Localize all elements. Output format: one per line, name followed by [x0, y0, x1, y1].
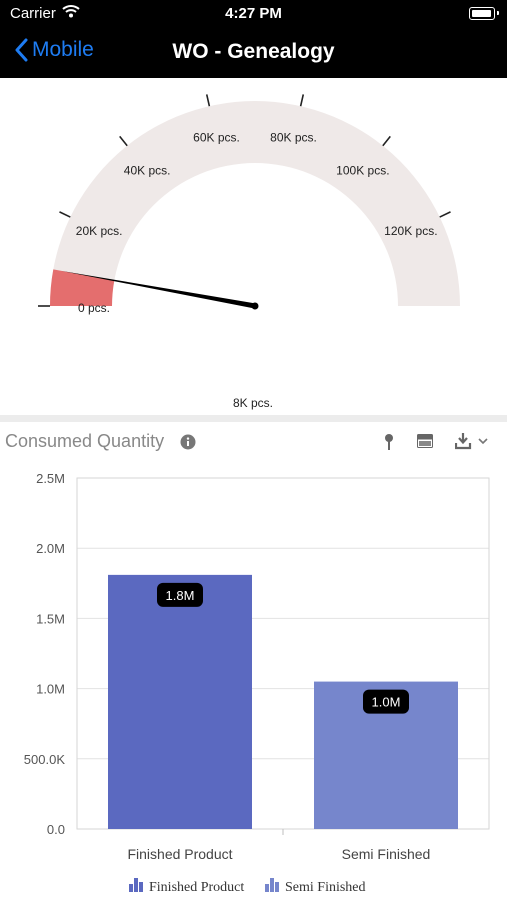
data-label: 1.8M	[166, 588, 195, 603]
battery-tip	[497, 11, 499, 15]
gauge-value-label: 8K pcs.	[233, 396, 273, 410]
gauge-tick-label: 60K pcs.	[193, 130, 240, 144]
gauge-tick	[59, 211, 71, 218]
bar-chart-icon-bar	[275, 882, 279, 892]
bar-chart-panel: 0.0 500.0K 1.0M 1.5M 2.0M 2.5M 1.8M Finished Pr…	[0, 462, 507, 900]
x-tick-label: Semi Finished	[342, 846, 431, 862]
gauge-tick-label: 0 pcs.	[78, 301, 110, 315]
bar-chart: 0.0 500.0K 1.0M 1.5M 2.0M 2.5M 1.8M Finished Pr…	[24, 471, 490, 895]
legend-label: Finished Product	[149, 880, 244, 895]
data-label-box	[363, 689, 409, 714]
battery-icon	[469, 7, 495, 20]
gauge-value-fill	[50, 269, 115, 306]
legend-label: Semi Finished	[285, 880, 366, 895]
back-button[interactable]: Mobile	[14, 38, 94, 62]
bar-chart-icon-bar	[139, 882, 143, 892]
y-tick-label: 500.0K	[24, 752, 66, 767]
status-time: 4:27 PM	[225, 5, 282, 22]
section-divider	[0, 415, 507, 422]
wifi-icon	[62, 4, 80, 22]
chart-title: Consumed Quantity	[5, 431, 165, 451]
pin-icon[interactable]	[382, 433, 396, 456]
bar-chart-icon-bar	[134, 878, 138, 892]
bar-chart-icon-bar	[129, 884, 133, 892]
gauge-tick-label: 120K pcs.	[384, 224, 437, 238]
y-tick-label: 1.5M	[36, 611, 65, 626]
navigation-bar: Mobile WO - Genealogy	[0, 28, 507, 78]
legend-item[interactable]: Finished Product	[129, 878, 244, 895]
chevron-left-icon	[15, 38, 28, 62]
chart-header: Consumed Quantity	[0, 422, 507, 462]
gauge-panel: 0 pcs. 20K pcs. 40K pcs. 60K pcs. 80K pcs. 10…	[0, 78, 507, 415]
bar-chart-icon-bar	[270, 878, 274, 892]
download-icon[interactable]	[454, 432, 489, 455]
gauge-chart: 0 pcs. 20K pcs. 40K pcs. 60K pcs. 80K pcs. 10…	[38, 94, 460, 410]
back-label: Mobile	[32, 38, 94, 61]
bar-chart-icon	[129, 878, 143, 892]
legend: Finished Product Semi Finished	[129, 878, 366, 895]
gauge-tick-label: 100K pcs.	[336, 164, 389, 178]
bar	[108, 574, 252, 829]
gauge-needle-pivot	[251, 302, 259, 310]
gauge-tick	[205, 94, 211, 107]
data-label: 1.0M	[372, 695, 401, 710]
gauge-tick	[439, 211, 451, 218]
status-bar: Carrier 4:27 PM	[0, 0, 507, 28]
y-tick-label: 1.0M	[36, 682, 65, 697]
bar-chart-icon	[265, 878, 279, 892]
gauge-tick	[382, 135, 391, 147]
gauge-tick-label: 20K pcs.	[76, 224, 123, 238]
info-icon[interactable]	[180, 434, 196, 455]
y-tick-label: 0.0	[47, 822, 65, 837]
y-tick-label: 2.0M	[36, 541, 65, 556]
gauge-band	[50, 101, 460, 306]
bar-chart-icon-bar	[265, 884, 269, 892]
gauge-needle	[61, 270, 256, 309]
gauge-tick	[299, 94, 305, 107]
gauge-tick-label: 80K pcs.	[270, 130, 317, 144]
page-title: WO - Genealogy	[172, 40, 335, 63]
x-tick-label: Finished Product	[127, 846, 232, 862]
table-icon[interactable]	[417, 434, 433, 453]
legend-item[interactable]: Semi Finished	[265, 878, 366, 895]
gauge-tick-label: 40K pcs.	[124, 164, 171, 178]
gauge-tick	[119, 135, 128, 147]
data-label-box	[157, 582, 203, 607]
y-tick-label: 2.5M	[36, 471, 65, 486]
carrier-label: Carrier	[10, 5, 56, 22]
